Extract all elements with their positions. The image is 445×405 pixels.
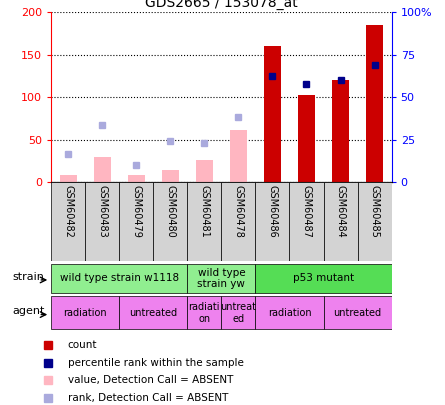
Text: untreat
ed: untreat ed — [220, 302, 256, 324]
Bar — [264, 46, 281, 182]
FancyBboxPatch shape — [324, 296, 392, 329]
FancyBboxPatch shape — [358, 182, 392, 261]
FancyBboxPatch shape — [222, 296, 255, 329]
Text: untreated: untreated — [129, 308, 178, 318]
Text: count: count — [68, 340, 97, 350]
Text: strain: strain — [12, 272, 44, 282]
FancyBboxPatch shape — [119, 296, 187, 329]
Text: radiation: radiation — [267, 308, 312, 318]
Bar — [298, 96, 315, 182]
Text: value, Detection Call = ABSENT: value, Detection Call = ABSENT — [68, 375, 233, 385]
Text: GSM60481: GSM60481 — [199, 185, 209, 237]
Bar — [332, 80, 349, 182]
FancyBboxPatch shape — [187, 182, 222, 261]
Bar — [196, 160, 213, 182]
Text: GSM60483: GSM60483 — [97, 185, 107, 237]
FancyBboxPatch shape — [187, 264, 255, 293]
Text: wild type
strain yw: wild type strain yw — [198, 268, 245, 289]
FancyBboxPatch shape — [324, 182, 358, 261]
Text: wild type strain w1118: wild type strain w1118 — [60, 273, 179, 283]
Text: GSM60479: GSM60479 — [131, 185, 141, 237]
FancyBboxPatch shape — [255, 264, 392, 293]
Text: agent: agent — [12, 306, 45, 316]
Text: radiation: radiation — [63, 308, 107, 318]
Bar — [60, 175, 77, 182]
Bar — [366, 25, 383, 182]
FancyBboxPatch shape — [255, 182, 290, 261]
Bar — [128, 175, 145, 182]
FancyBboxPatch shape — [187, 296, 222, 329]
FancyBboxPatch shape — [51, 182, 85, 261]
Text: GSM60486: GSM60486 — [267, 185, 277, 237]
Text: radiati
on: radiati on — [189, 302, 220, 324]
Bar — [162, 171, 179, 182]
FancyBboxPatch shape — [222, 182, 255, 261]
Text: GSM60484: GSM60484 — [336, 185, 345, 237]
Bar — [230, 130, 247, 182]
Text: GSM60487: GSM60487 — [302, 185, 312, 237]
Text: rank, Detection Call = ABSENT: rank, Detection Call = ABSENT — [68, 393, 228, 403]
Text: percentile rank within the sample: percentile rank within the sample — [68, 358, 243, 368]
Text: GSM60482: GSM60482 — [63, 185, 73, 237]
Title: GDS2665 / 153078_at: GDS2665 / 153078_at — [145, 0, 298, 10]
Bar — [94, 157, 111, 182]
FancyBboxPatch shape — [290, 182, 324, 261]
FancyBboxPatch shape — [51, 296, 119, 329]
Text: GSM60485: GSM60485 — [370, 185, 380, 237]
FancyBboxPatch shape — [153, 182, 187, 261]
FancyBboxPatch shape — [255, 296, 324, 329]
FancyBboxPatch shape — [85, 182, 119, 261]
Text: untreated: untreated — [333, 308, 382, 318]
Text: p53 mutant: p53 mutant — [293, 273, 354, 283]
FancyBboxPatch shape — [119, 182, 153, 261]
FancyBboxPatch shape — [51, 264, 187, 293]
Text: GSM60480: GSM60480 — [166, 185, 175, 237]
Text: GSM60478: GSM60478 — [234, 185, 243, 237]
